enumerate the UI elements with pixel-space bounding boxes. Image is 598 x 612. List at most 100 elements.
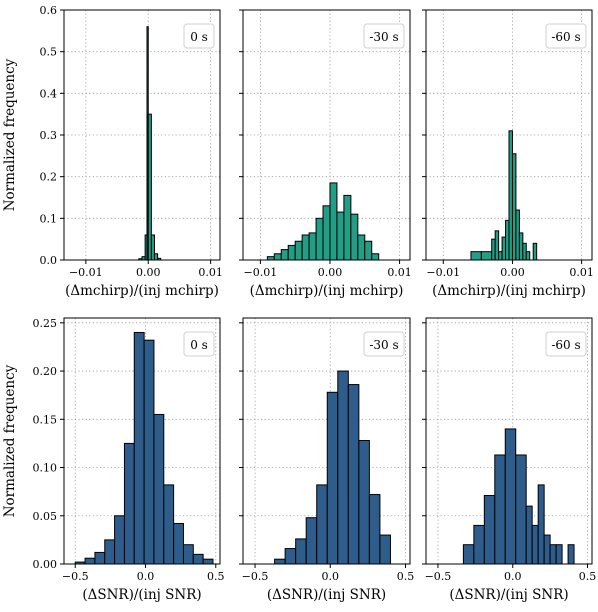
histogram-bar xyxy=(357,234,366,260)
histogram-bar xyxy=(494,454,506,564)
x-tick-label: 0.5 xyxy=(579,570,597,583)
legend-box xyxy=(363,23,405,49)
histogram-bar xyxy=(315,217,324,260)
histogram-bar xyxy=(473,524,485,564)
y-tick-label: 0.5 xyxy=(40,46,58,59)
x-tick-label: 0.01 xyxy=(198,266,223,279)
histogram-bar xyxy=(157,257,162,260)
histogram-bar xyxy=(462,544,475,564)
histogram-bar xyxy=(525,251,531,260)
histogram-bar xyxy=(337,370,349,564)
histogram-bar xyxy=(123,442,135,564)
legend-label: -30 s xyxy=(369,30,398,44)
histogram-bar xyxy=(368,494,381,564)
histogram-bar xyxy=(343,194,352,260)
histogram-bar xyxy=(498,251,503,260)
histogram-bar xyxy=(273,253,282,260)
histogram-bar xyxy=(470,251,482,260)
histogram-bar xyxy=(163,484,175,564)
panel-snr-2: −0.5 0.0 0.5 (ΔSNR)/(inj SNR) -60 s xyxy=(422,317,597,603)
histogram-bar xyxy=(364,240,373,260)
histogram-bar xyxy=(280,249,289,260)
histogram-bar xyxy=(505,219,510,260)
bars xyxy=(266,182,380,260)
histogram-bar xyxy=(94,551,106,564)
histogram-bar xyxy=(549,544,557,564)
histogram-bar xyxy=(537,484,545,564)
x-axis-label: (Δmchirp)/(inj mchirp) xyxy=(432,283,586,299)
histogram-bar xyxy=(295,538,307,564)
y-axis-label: Normalized frequency xyxy=(2,58,18,211)
x-tick-label: −0.01 xyxy=(244,266,278,279)
legend-box xyxy=(183,23,215,49)
y-tick-label: 0.20 xyxy=(33,365,58,378)
histogram-bar xyxy=(173,522,184,564)
x-tick-label: 0.0 xyxy=(504,570,522,583)
y-tick-label: 0.0 xyxy=(40,254,58,267)
histogram-bar xyxy=(316,484,328,564)
axes-frame xyxy=(242,317,411,565)
histogram-bar xyxy=(350,213,359,260)
histogram-bar xyxy=(555,544,563,564)
x-tick-label: 0.00 xyxy=(500,266,525,279)
histogram-bar xyxy=(511,153,517,260)
histogram-bar xyxy=(329,182,338,260)
x-tick-label: 0.01 xyxy=(387,266,412,279)
x-axis-label: (ΔSNR)/(inj SNR) xyxy=(267,587,386,603)
histogram-bar xyxy=(494,230,500,260)
panel-snr-1: −0.5 0.0 0.5 (ΔSNR)/(inj SNR) -30 s xyxy=(239,317,415,603)
legend-box xyxy=(545,331,587,357)
histogram-bar xyxy=(508,130,513,260)
legend-box xyxy=(363,331,405,357)
histogram-bar xyxy=(518,232,524,260)
histogram-bar xyxy=(543,534,551,564)
histogram-bar xyxy=(522,242,527,260)
histogram-bar xyxy=(532,242,538,260)
y-tick-label: 0.25 xyxy=(33,317,58,330)
histogram-bar xyxy=(326,391,339,564)
grid xyxy=(64,10,220,260)
legend-label: -60 s xyxy=(551,30,580,44)
histogram-bar xyxy=(150,234,155,260)
histogram-bar xyxy=(202,558,214,564)
histogram-bar xyxy=(301,234,310,260)
legend-label: -30 s xyxy=(369,338,398,352)
x-tick-label: 0.5 xyxy=(397,570,415,583)
bars xyxy=(138,26,162,260)
panel-mchirp-2: −0.01 0.00 0.01 (Δmchirp)/(inj mchirp) -60 s xyxy=(422,9,594,299)
x-axis-label: (Δmchirp)/(inj mchirp) xyxy=(250,283,404,299)
x-tick-label: −0.5 xyxy=(242,570,269,583)
histogram-bar xyxy=(182,544,194,564)
bars xyxy=(470,130,538,260)
bars xyxy=(274,370,391,564)
x-axis-label: (Δmchirp)/(inj mchirp) xyxy=(65,283,219,299)
x-tick-label: −0.5 xyxy=(62,570,89,583)
x-tick-label: 0.00 xyxy=(136,266,161,279)
y-axis-label: Normalized frequency xyxy=(2,364,18,517)
histogram-bar xyxy=(504,428,517,564)
panel-snr-0: −0.5 0.0 0.5 0.00 0.05 0.10 0.15 0.20 0.25 (ΔSNR)… xyxy=(2,317,225,603)
histogram-bar xyxy=(153,253,159,260)
histogram-bar xyxy=(114,515,125,564)
histogram-bar xyxy=(515,209,520,260)
y-tick-label: 0.2 xyxy=(40,171,58,184)
y-tick-label: 0.10 xyxy=(33,462,58,475)
x-tick-label: 0.0 xyxy=(322,570,340,583)
histogram-bar xyxy=(371,253,380,260)
histogram-bar xyxy=(531,524,539,564)
histogram-bar xyxy=(274,558,286,564)
histogram-bar xyxy=(284,548,297,564)
legend-label: 0 s xyxy=(190,338,208,352)
y-tick-label: 0.1 xyxy=(40,212,58,225)
panel-mchirp-1: −0.01 0.00 0.01 (Δmchirp)/(inj mchirp) -30 s xyxy=(239,9,412,299)
histogram-bar xyxy=(153,413,165,564)
histogram-bar xyxy=(515,454,527,564)
legend-label: 0 s xyxy=(190,30,208,44)
histogram-bar xyxy=(525,505,533,564)
histogram-bar xyxy=(347,384,360,564)
histogram-bar xyxy=(143,339,155,564)
bars xyxy=(74,331,214,564)
histogram-bar xyxy=(480,251,493,260)
x-tick-label: −0.01 xyxy=(69,266,103,279)
